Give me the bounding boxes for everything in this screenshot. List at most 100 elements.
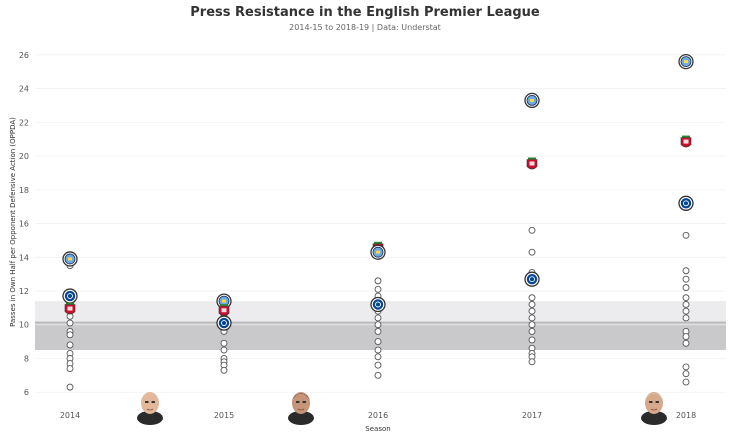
point-2017-6 [528,314,536,322]
point-2018-0 [682,231,690,239]
point-2017-9 [528,336,536,344]
chelsea-crest-detail-2018 [683,200,689,207]
liverpool-badge-2017 [526,157,538,170]
x-tick-label-2018: 2018 [676,411,696,420]
chelsea-crest-2014 [64,290,76,302]
chart-title: Press Resistance in the English Premier … [190,5,540,20]
sarri-face-mouth [650,408,658,411]
guardiola-face-shoulders [288,411,314,425]
man-city-badge-2016 [370,244,386,260]
point-2016-9 [374,353,382,361]
sarri-face [641,392,667,425]
chelsea-crest-2016 [372,299,384,310]
y-tick-label-18: 18 [19,186,29,195]
man-city-crest-detail-2018 [684,60,688,64]
man-city-crest-detail-2014 [68,257,72,261]
guardiola-face-eye-right [302,401,306,403]
liverpool-badge-2015 [218,304,230,317]
sarri-face-hair [645,393,663,400]
klopp-face-mouth [146,408,154,411]
plot-band-1 [35,323,726,351]
liverpool-crest-top-2018 [682,135,690,138]
y-axis-label: Passes in Own Half per Opponent Defensiv… [9,117,17,327]
liverpool-badge-2014 [64,302,76,315]
chart-subtitle: 2014-15 to 2018-19 | Data: Understat [289,23,441,32]
liverpool-crest-top-2017 [528,157,536,160]
x-tick-label-2014: 2014 [60,411,80,420]
point-2018-1 [682,267,690,275]
chelsea-crest-detail-2014 [67,293,73,300]
liverpool-crest-detail-2018 [683,139,689,144]
klopp-face-eye-right [151,401,155,403]
man-city-crest-detail-2015 [222,299,226,303]
point-2018-2 [682,275,690,283]
other-teams-points [66,226,690,391]
point-2018-5 [682,301,690,308]
chelsea-badge-2014 [62,288,78,304]
point-2017-4 [528,301,536,308]
point-2018-11 [682,363,690,371]
klopp-face-shoulders [137,411,163,425]
point-2018-4 [682,294,690,302]
sarri-face-eye-right [655,401,659,403]
guardiola-face-hair [292,393,310,400]
point-2016-5 [374,321,382,329]
liverpool-crest-detail-2015 [221,308,227,313]
liverpool-crest-detail-2014 [67,306,73,311]
point-2018-7 [682,314,690,322]
point-2017-0 [528,226,536,234]
point-2018-6 [682,307,690,315]
x-tick-label-2016: 2016 [368,411,388,420]
y-tick-label-20: 20 [19,152,29,161]
guardiola-face-head [292,392,310,414]
point-2017-5 [528,307,536,315]
y-tick-label-14: 14 [19,253,29,262]
point-2016-0 [374,277,382,285]
man-city-crest-detail-2016 [376,250,380,254]
point-2017-1 [528,248,536,256]
point-2014-5 [66,331,74,339]
sarri-face-eye-left [649,401,653,403]
point-2016-1 [374,285,382,293]
liverpool-crest-top-2015 [220,304,228,307]
highlighted-teams-points [62,53,694,331]
point-2014-3 [66,319,74,327]
klopp-face-hair [141,393,159,400]
chelsea-crest-2015 [218,317,230,329]
guardiola-face-eye-left [296,401,300,403]
y-tick-label-8: 8 [24,354,29,363]
x-axis-label: Season [365,425,390,433]
y-tick-label-16: 16 [19,220,29,229]
point-2017-3 [528,294,536,302]
point-2017-8 [528,328,536,335]
manager-faces [137,392,667,425]
chelsea-badge-2015 [216,315,232,331]
man-city-badge-2018 [678,53,694,70]
liverpool-crest-detail-2017 [529,161,535,166]
point-2018-9 [682,333,690,340]
x-tick-label-2017: 2017 [522,411,542,420]
liverpool-badge-2018 [680,135,692,148]
point-2016-10 [374,361,382,369]
guardiola-face [288,392,314,425]
point-2015-5 [220,339,228,347]
man-city-badge-2014 [62,251,78,267]
point-2014-10 [66,365,74,373]
y-tick-label-10: 10 [19,321,29,330]
y-tick-label-24: 24 [19,85,29,94]
man-city-crest-detail-2017 [530,98,534,102]
point-2017-13 [528,358,536,366]
point-2018-3 [682,284,690,292]
chelsea-crest-2018 [680,198,692,209]
y-tick-label-12: 12 [19,287,29,296]
y-axis: 6 8 10 12 14 16 18 20 22 24 26 [19,51,29,397]
man-city-badge-2017 [524,92,540,109]
guardiola-face-mouth [297,408,305,411]
point-2017-7 [528,321,536,329]
klopp-face [137,392,163,425]
point-2014-6 [66,341,74,349]
sarri-face-head [645,392,663,414]
point-2018-13 [682,378,690,386]
point-2016-7 [374,338,382,346]
